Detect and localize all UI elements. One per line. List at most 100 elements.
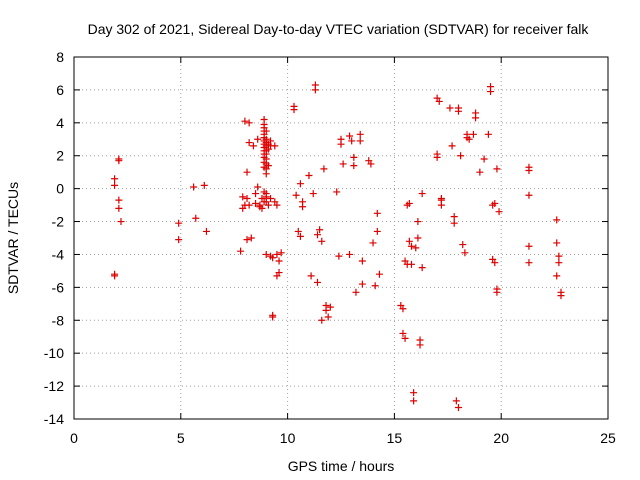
data-point: [484, 130, 492, 138]
data-point: [241, 117, 249, 125]
data-point: [461, 249, 469, 257]
data-point: [450, 219, 458, 227]
data-point: [245, 139, 253, 147]
data-point: [202, 227, 210, 235]
data-point: [267, 195, 275, 203]
x-tick-label: 10: [280, 430, 296, 446]
data-point: [418, 264, 426, 272]
grid-layer: [74, 57, 608, 419]
data-point: [454, 403, 462, 411]
data-point: [410, 397, 418, 405]
data-point: [555, 259, 563, 267]
data-point: [273, 201, 281, 209]
data-point: [115, 196, 123, 204]
data-point: [553, 216, 561, 224]
data-point: [311, 86, 319, 94]
data-point: [410, 389, 418, 397]
data-point: [175, 219, 183, 227]
data-point: [437, 201, 445, 209]
data-point: [320, 165, 328, 173]
data-point: [237, 247, 245, 255]
x-tick-label: 5: [177, 430, 185, 446]
data-point: [294, 227, 302, 235]
data-point: [373, 209, 381, 217]
data-point: [459, 241, 467, 249]
data-point: [243, 168, 251, 176]
data-point: [324, 313, 332, 321]
data-point: [418, 190, 426, 198]
y-tick-label: -6: [52, 279, 65, 295]
x-axis-label: GPS time / hours: [288, 458, 395, 474]
data-point: [472, 114, 480, 122]
data-point: [491, 259, 499, 267]
data-point: [414, 218, 422, 226]
data-point: [352, 288, 360, 296]
data-point: [318, 316, 326, 324]
data-point: [245, 201, 253, 209]
data-point: [115, 157, 123, 165]
data-point: [491, 199, 499, 207]
data-point: [435, 97, 443, 105]
data-point: [305, 171, 313, 179]
data-point: [375, 270, 383, 278]
data-point: [493, 288, 501, 296]
data-point: [326, 303, 334, 311]
data-point: [448, 142, 456, 150]
data-point: [555, 252, 563, 260]
data-point: [399, 305, 407, 313]
data-point: [290, 106, 298, 114]
data-point: [262, 170, 270, 178]
data-point: [487, 88, 495, 96]
x-tick-label: 0: [70, 430, 78, 446]
data-point: [269, 313, 277, 321]
data-point: [553, 272, 561, 280]
data-point: [414, 234, 422, 242]
data-point: [316, 226, 324, 234]
data-point: [452, 397, 460, 405]
data-point: [350, 162, 358, 170]
data-point: [262, 127, 270, 135]
chart-title: Day 302 of 2021, Sidereal Day-to-day VTE…: [88, 21, 590, 37]
data-point: [525, 242, 533, 250]
data-point: [416, 341, 424, 349]
y-tick-label: 2: [56, 148, 64, 164]
data-point: [275, 269, 283, 277]
data-point: [346, 132, 354, 140]
data-point: [254, 135, 262, 143]
data-point: [407, 260, 415, 268]
data-point: [495, 208, 503, 216]
x-tick-label: 20: [493, 430, 509, 446]
data-point: [243, 236, 251, 244]
data-point: [307, 272, 315, 280]
data-point: [245, 119, 253, 127]
data-point: [239, 193, 247, 201]
data-point: [322, 306, 330, 314]
data-point: [111, 272, 119, 280]
data-point: [433, 153, 441, 161]
data-point: [525, 259, 533, 267]
data-point: [275, 257, 283, 265]
data-point: [476, 168, 484, 176]
data-point: [493, 165, 501, 173]
data-point: [262, 190, 270, 198]
y-axis-label: SDTVAR / TECUs: [5, 182, 21, 294]
data-point: [401, 334, 409, 342]
data-point: [277, 249, 285, 257]
data-point: [367, 160, 375, 168]
data-point: [348, 137, 356, 145]
data-point: [258, 204, 266, 212]
x-tick-label: 25: [600, 430, 616, 446]
data-point: [247, 234, 255, 242]
y-tick-label: -4: [52, 246, 65, 262]
data-point: [192, 214, 200, 222]
data-point: [264, 201, 272, 209]
y-tick-label: 0: [56, 181, 64, 197]
data-point: [296, 180, 304, 188]
y-tick-label: -12: [44, 378, 64, 394]
data-point: [314, 278, 322, 286]
data-point: [457, 152, 465, 160]
data-point: [557, 292, 565, 300]
data-point: [273, 250, 281, 258]
data-point: [292, 191, 300, 199]
